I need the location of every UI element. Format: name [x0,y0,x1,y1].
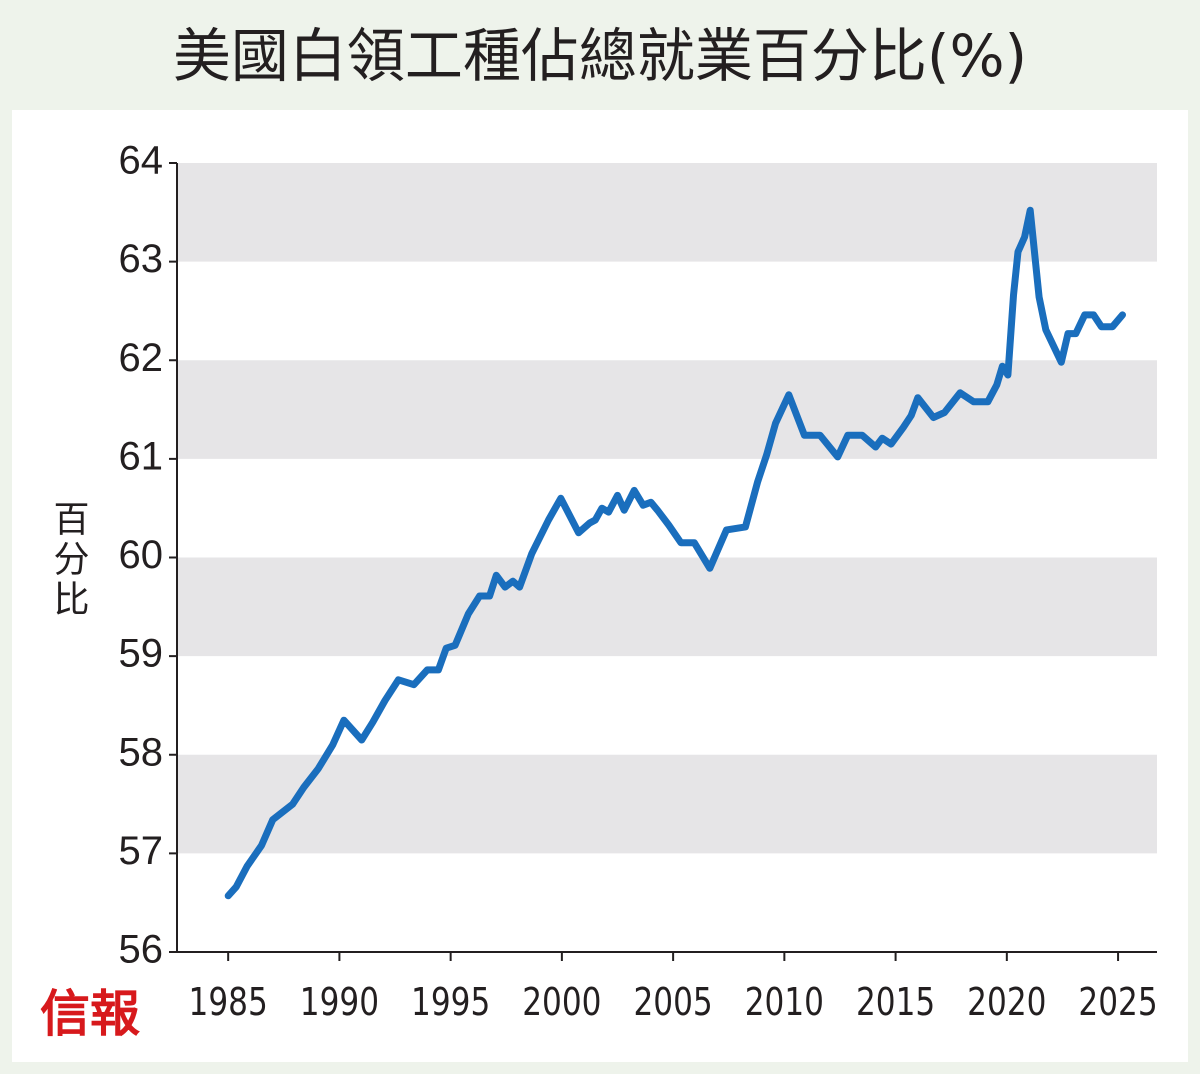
y-tick-label: 56 [119,928,164,972]
grid-band [177,557,1157,657]
x-tick-label: 2010 [745,981,824,1025]
grid-band [177,163,1157,262]
x-tick-label: 1995 [411,981,490,1025]
data-line [224,206,1126,900]
x-tick-label: 1990 [300,981,379,1025]
y-tick-label: 57 [119,829,164,873]
y-tick-label: 62 [119,336,164,380]
y-axis-label: 百分比 [48,500,89,620]
x-tick-label: 2025 [1078,981,1157,1025]
x-tick-label: 2020 [967,981,1046,1025]
y-tick-label: 58 [119,730,164,774]
x-tick-label: 2005 [633,981,712,1025]
x-tick-label: 2015 [856,981,935,1025]
x-tick-label: 2000 [522,981,601,1025]
chart-title: 美國白領工種佔總就業百分比(%) [173,22,1027,90]
grid-band [177,754,1157,854]
grid-band [177,360,1157,459]
watermark: 信報 [40,984,140,1043]
y-tick-label: 64 [119,139,164,183]
y-tick-label: 61 [119,434,164,478]
x-tick-label: 1985 [189,981,268,1025]
y-tick-label: 60 [119,533,164,577]
y-tick-label: 59 [119,632,164,676]
y-tick-label: 63 [119,237,164,281]
